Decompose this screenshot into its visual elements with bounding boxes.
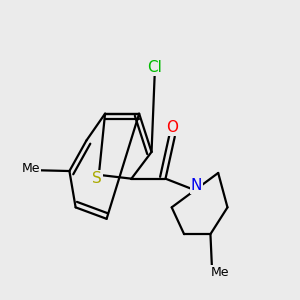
Text: O: O bbox=[166, 120, 178, 135]
Text: Cl: Cl bbox=[147, 59, 162, 74]
Text: Me: Me bbox=[211, 266, 229, 279]
Text: N: N bbox=[191, 178, 202, 193]
Text: Me: Me bbox=[21, 162, 40, 175]
Text: S: S bbox=[92, 171, 102, 186]
